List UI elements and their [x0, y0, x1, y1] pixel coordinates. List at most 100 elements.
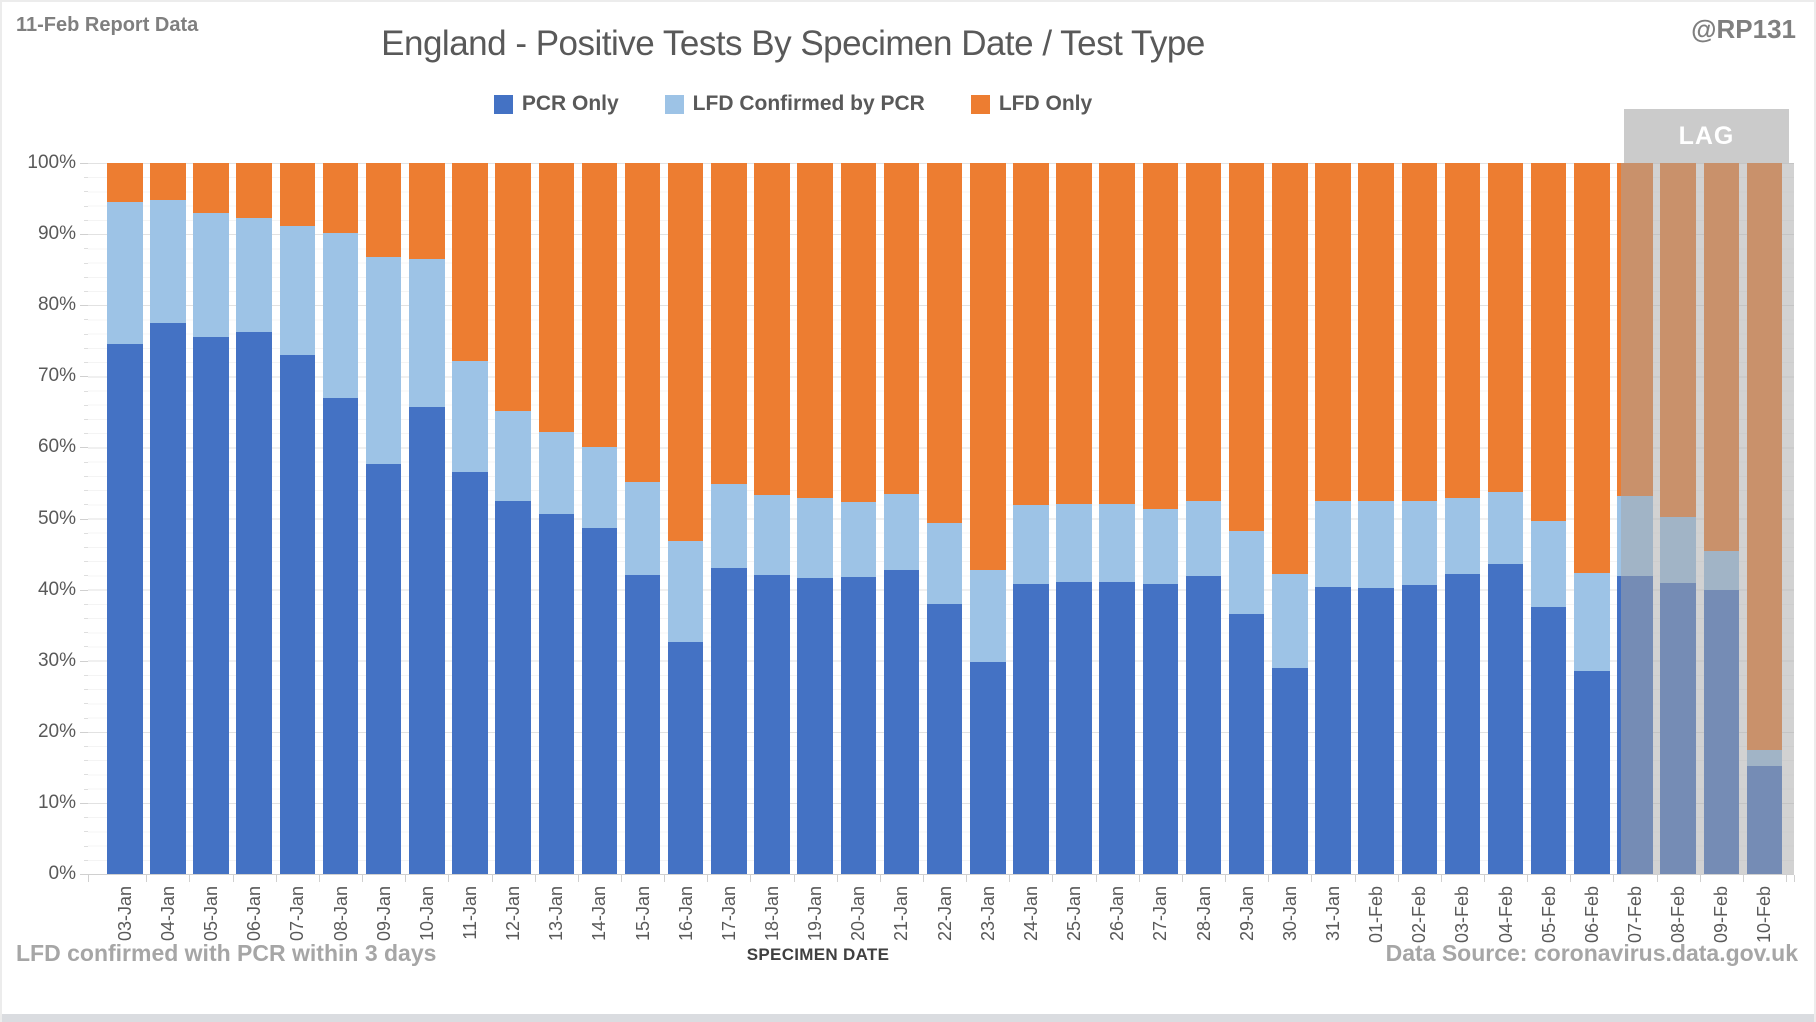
- legend-label: LFD Only: [998, 92, 1093, 115]
- y-axis-minor-tick: [84, 333, 88, 335]
- stacked-bar-12-Jan: [495, 163, 531, 874]
- x-axis-tick: [1009, 875, 1011, 882]
- y-axis-minor-tick: [84, 746, 88, 748]
- y-axis-minor-tick: [84, 490, 88, 492]
- y-axis-minor-tick: [84, 362, 88, 364]
- segment-pcr-only: [1444, 573, 1481, 874]
- segment-lfd-confirmed: [1013, 504, 1049, 584]
- segment-lfd-confirmed: [581, 446, 618, 528]
- y-axis-minor-tick: [84, 845, 88, 847]
- segment-pcr-only: [150, 322, 186, 874]
- segment-lfd-only: [1487, 163, 1524, 493]
- segment-lfd-confirmed: [538, 431, 574, 514]
- y-axis-minor-tick: [84, 404, 88, 406]
- stacked-bar-19-Jan: [797, 163, 833, 874]
- plot-area: [88, 163, 1794, 875]
- x-axis-tick: [1786, 875, 1787, 882]
- y-axis-major-tick: [80, 660, 88, 662]
- x-axis-tick-label: 04-Feb: [1495, 886, 1517, 970]
- x-axis-tick-label: 05-Feb: [1538, 886, 1560, 970]
- segment-lfd-only: [365, 163, 402, 257]
- x-axis-tick-label: 18-Jan: [761, 886, 783, 970]
- x-axis-tick: [793, 875, 795, 882]
- segment-pcr-only: [1487, 563, 1524, 874]
- stacked-bar-27-Jan: [1142, 163, 1179, 874]
- x-axis-tick: [534, 875, 536, 882]
- y-axis-minor-tick: [84, 561, 88, 563]
- x-axis-tick: [966, 875, 968, 882]
- x-axis-tick: [1742, 875, 1744, 882]
- segment-lfd-confirmed: [495, 411, 531, 502]
- x-axis-tick-label: 15-Jan: [632, 886, 654, 970]
- segment-lfd-only: [193, 163, 229, 213]
- x-axis-date-text: 28-Jan: [1193, 886, 1214, 942]
- x-axis-tick-label: 05-Jan: [200, 886, 222, 970]
- segment-lfd-only: [711, 163, 747, 485]
- segment-pcr-only: [1272, 667, 1308, 874]
- segment-lfd-only: [322, 163, 359, 234]
- stacked-bar-24-Jan: [1013, 163, 1049, 874]
- stacked-bar-03-Feb: [1444, 163, 1481, 874]
- y-axis-tick-label: 50%: [37, 507, 76, 529]
- x-axis-tick: [1699, 875, 1701, 882]
- segment-pcr-only: [581, 527, 618, 874]
- y-axis-tick-label: 40%: [37, 578, 76, 600]
- x-axis-date-text: 06-Feb: [1581, 886, 1602, 944]
- x-axis-tick-label: 10-Jan: [416, 886, 438, 970]
- y-axis-tick-label: 30%: [37, 649, 76, 671]
- stacked-bar-30-Jan: [1272, 163, 1308, 874]
- x-axis-date-text: 25-Jan: [1064, 886, 1085, 942]
- y-axis-major-tick: [80, 802, 88, 804]
- x-axis-tick-label: 14-Jan: [588, 886, 610, 970]
- segment-lfd-confirmed: [754, 495, 790, 575]
- stacked-bar-06-Feb: [1574, 163, 1610, 874]
- segment-pcr-only: [452, 472, 488, 874]
- segment-pcr-only: [107, 344, 143, 874]
- segment-lfd-only: [236, 163, 272, 219]
- x-axis-tick-label: 13-Jan: [545, 886, 567, 970]
- segment-lfd-confirmed: [667, 541, 704, 642]
- stacked-bar-01-Feb: [1358, 163, 1394, 874]
- y-axis-minor-tick: [84, 276, 88, 278]
- y-axis-major-tick: [80, 518, 88, 520]
- stacked-bar-11-Jan: [452, 163, 488, 874]
- x-axis-tick: [707, 875, 709, 882]
- x-axis-tick-label: 11-Jan: [459, 886, 481, 970]
- y-axis-minor-tick: [84, 177, 88, 179]
- y-axis-minor-tick: [84, 717, 88, 719]
- y-axis-tick-label: 70%: [37, 365, 76, 387]
- y-axis-tick-label: 80%: [37, 294, 76, 316]
- y-axis-major-tick: [80, 589, 88, 591]
- x-axis-date-text: 19-Jan: [805, 886, 826, 942]
- y-axis-minor-tick: [84, 646, 88, 648]
- y-axis-minor-tick: [84, 532, 88, 534]
- x-axis-tick: [232, 875, 234, 882]
- segment-lfd-confirmed: [1272, 573, 1308, 668]
- x-axis-tick-label: 04-Jan: [157, 886, 179, 970]
- x-axis-tick-label: 03-Jan: [114, 886, 136, 970]
- x-axis-date-text: 20-Jan: [848, 886, 869, 942]
- x-axis-tick-label: 22-Jan: [934, 886, 956, 970]
- y-axis-tick-label: 60%: [37, 436, 76, 458]
- segment-lfd-confirmed: [1056, 504, 1092, 583]
- segment-lfd-confirmed: [970, 570, 1006, 663]
- x-axis-tick: [1570, 875, 1572, 882]
- x-axis-date-text: 13-Jan: [546, 886, 567, 942]
- x-axis-tick: [1181, 875, 1183, 882]
- report-date-label: 11-Feb Report Data: [16, 14, 199, 36]
- y-axis-minor-tick: [84, 191, 88, 193]
- legend: PCR Only LFD Confirmed by PCR LFD Only: [88, 92, 1498, 116]
- footnote: LFD confirmed with PCR within 3 days: [16, 940, 437, 966]
- segment-pcr-only: [883, 569, 920, 874]
- stacked-bar-29-Jan: [1228, 163, 1265, 874]
- y-axis-major-tick: [80, 447, 88, 449]
- segment-lfd-confirmed: [1574, 573, 1610, 671]
- x-axis-tick: [1613, 875, 1615, 882]
- segment-pcr-only: [365, 463, 402, 874]
- segment-lfd-only: [279, 163, 316, 226]
- x-axis-tick: [1354, 875, 1356, 882]
- segment-lfd-only: [840, 163, 877, 503]
- y-axis-tick-label: 0%: [48, 863, 76, 884]
- segment-pcr-only: [1530, 606, 1567, 874]
- y-axis-minor-tick: [84, 859, 88, 861]
